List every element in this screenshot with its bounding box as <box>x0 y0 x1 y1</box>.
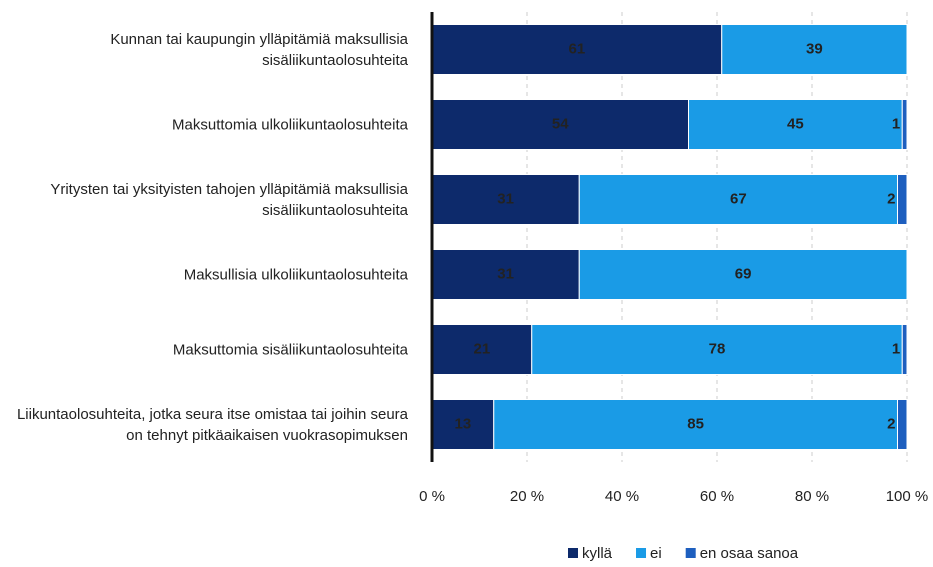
legend-label: en osaa sanoa <box>700 545 799 562</box>
legend-swatch <box>685 548 696 558</box>
legend-swatch <box>636 548 647 558</box>
legend-label: ei <box>650 545 662 562</box>
bar-segment <box>721 24 908 75</box>
bar-segment <box>897 399 908 450</box>
data-label: 1 <box>892 340 900 357</box>
data-label: 21 <box>474 340 491 357</box>
data-label: 13 <box>455 415 472 432</box>
category-label: Maksullisia ulkoliikuntaolosuhteita <box>183 266 408 283</box>
x-tick-label: 80 % <box>795 488 829 505</box>
x-tick-label: 60 % <box>700 488 734 505</box>
data-label: 85 <box>687 415 704 432</box>
bar-segment <box>431 324 533 375</box>
bar-segment <box>897 174 908 225</box>
category-label: Kunnan tai kaupungin ylläpitämiä maksull… <box>110 30 408 69</box>
data-label: 2 <box>887 415 895 432</box>
data-label: 67 <box>730 190 747 207</box>
bar-segment <box>431 399 495 450</box>
category-label: Maksuttomia ulkoliikuntaolosuhteita <box>172 116 408 133</box>
bar-segment <box>901 99 908 150</box>
data-label: 45 <box>787 115 804 132</box>
category-label: Maksuttomia sisäliikuntaolosuhteita <box>172 341 408 358</box>
bar-segment <box>531 324 903 375</box>
x-tick-label: 100 % <box>886 488 929 505</box>
x-tick-label: 40 % <box>605 488 639 505</box>
bar-segment <box>431 249 580 300</box>
data-label: 61 <box>569 40 586 57</box>
data-label: 78 <box>709 340 726 357</box>
bar-segment <box>431 174 580 225</box>
legend-swatch <box>568 548 578 558</box>
category-label: Yritysten tai yksityisten tahojen ylläpi… <box>50 180 408 219</box>
data-label: 2 <box>887 190 895 207</box>
bar-segment <box>431 24 723 75</box>
bar-segment <box>578 249 908 300</box>
legend-label: kyllä <box>582 545 613 562</box>
data-label: 31 <box>497 190 514 207</box>
bar-segment <box>578 174 898 225</box>
x-tick-label: 0 % <box>419 488 445 505</box>
bar-segment <box>493 399 898 450</box>
bar-segment <box>901 324 908 375</box>
data-label: 1 <box>892 115 900 132</box>
category-label: Liikuntaolosuhteita, jotka seura itse om… <box>16 405 408 444</box>
data-label: 39 <box>806 40 823 57</box>
bar-segment <box>688 99 903 150</box>
data-label: 31 <box>497 265 514 282</box>
x-tick-label: 20 % <box>510 488 544 505</box>
data-label: 69 <box>735 265 752 282</box>
data-label: 54 <box>552 115 569 132</box>
